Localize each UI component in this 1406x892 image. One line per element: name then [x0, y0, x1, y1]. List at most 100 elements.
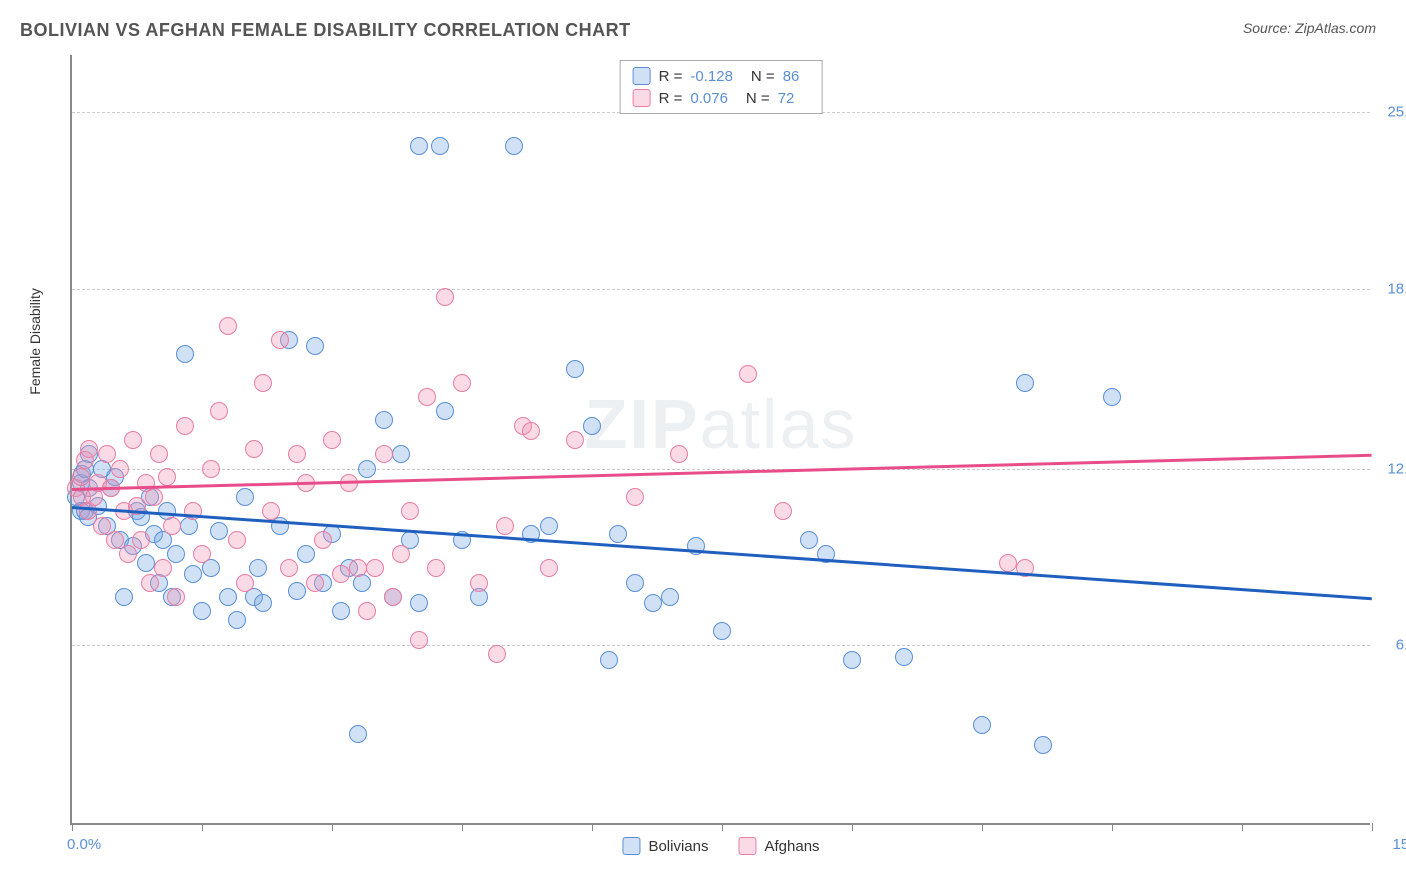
x-tick: [722, 823, 723, 831]
data-point: [522, 422, 540, 440]
r-label: R =: [659, 90, 683, 107]
data-point: [436, 402, 454, 420]
legend-label: Bolivians: [648, 838, 708, 855]
data-point: [141, 574, 159, 592]
data-point: [410, 631, 428, 649]
data-point: [1103, 388, 1121, 406]
data-point: [115, 588, 133, 606]
data-point: [254, 374, 272, 392]
data-point: [436, 288, 454, 306]
correlation-legend: R = -0.128 N = 86 R = 0.076N = 72: [620, 60, 823, 114]
x-label-min: 0.0%: [67, 836, 101, 853]
r-label: R =: [659, 68, 683, 85]
data-point: [1034, 736, 1052, 754]
x-tick: [332, 823, 333, 831]
source-label: Source: ZipAtlas.com: [1243, 20, 1376, 36]
r-value: 0.076: [690, 90, 728, 107]
data-point: [163, 517, 181, 535]
data-point: [280, 559, 298, 577]
data-point: [297, 545, 315, 563]
data-point: [566, 360, 584, 378]
chart-container: Female Disability ZIPatlas 6.3%12.5%18.8…: [50, 55, 1370, 825]
data-point: [410, 594, 428, 612]
data-point: [167, 588, 185, 606]
data-point: [254, 594, 272, 612]
x-label-max: 15.0%: [1392, 836, 1406, 853]
x-tick: [592, 823, 593, 831]
data-point: [176, 345, 194, 363]
data-point: [358, 602, 376, 620]
data-point: [145, 488, 163, 506]
y-tick-label: 6.3%: [1396, 637, 1406, 654]
data-point: [973, 716, 991, 734]
data-point: [418, 388, 436, 406]
data-point: [644, 594, 662, 612]
y-tick-label: 12.5%: [1387, 460, 1406, 477]
data-point: [392, 545, 410, 563]
data-point: [427, 559, 445, 577]
data-point: [670, 445, 688, 463]
data-point: [228, 531, 246, 549]
data-point: [245, 440, 263, 458]
data-point: [600, 651, 618, 669]
grid-line: [72, 645, 1370, 646]
x-tick: [462, 823, 463, 831]
data-point: [219, 317, 237, 335]
data-point: [184, 502, 202, 520]
legend-swatch: [622, 837, 640, 855]
y-axis-title: Female Disability: [27, 288, 43, 395]
data-point: [332, 565, 350, 583]
x-tick: [1242, 823, 1243, 831]
grid-line: [72, 289, 1370, 290]
legend-item: Afghans: [738, 837, 819, 855]
y-tick-label: 18.8%: [1387, 280, 1406, 297]
data-point: [167, 545, 185, 563]
data-point: [111, 460, 129, 478]
data-point: [566, 431, 584, 449]
data-point: [349, 559, 367, 577]
n-label: N =: [751, 68, 775, 85]
trend-line: [72, 454, 1372, 491]
data-point: [154, 559, 172, 577]
data-point: [158, 468, 176, 486]
x-tick: [1112, 823, 1113, 831]
data-point: [375, 411, 393, 429]
data-point: [80, 440, 98, 458]
legend-row: R = -0.128 N = 86: [633, 65, 810, 87]
data-point: [609, 525, 627, 543]
data-point: [72, 468, 90, 486]
plot-area: ZIPatlas 6.3%12.5%18.8%25.0%0.0%15.0%R =…: [70, 55, 1370, 825]
data-point: [236, 488, 254, 506]
trend-line: [72, 506, 1372, 600]
data-point: [384, 588, 402, 606]
data-point: [306, 337, 324, 355]
data-point: [999, 554, 1017, 572]
n-value: 72: [778, 90, 795, 107]
n-value: 86: [783, 68, 800, 85]
legend-swatch: [633, 67, 651, 85]
data-point: [366, 559, 384, 577]
legend-item: Bolivians: [622, 837, 708, 855]
r-value: -0.128: [690, 68, 733, 85]
data-point: [249, 559, 267, 577]
data-point: [739, 365, 757, 383]
data-point: [306, 574, 324, 592]
data-point: [262, 502, 280, 520]
data-point: [193, 545, 211, 563]
watermark-light: atlas: [700, 385, 858, 463]
data-point: [470, 574, 488, 592]
legend-label: Afghans: [764, 838, 819, 855]
data-point: [202, 460, 220, 478]
data-point: [431, 137, 449, 155]
data-point: [392, 445, 410, 463]
data-point: [505, 137, 523, 155]
legend-swatch: [633, 89, 651, 107]
data-point: [288, 445, 306, 463]
legend-row: R = 0.076N = 72: [633, 87, 810, 109]
data-point: [540, 517, 558, 535]
x-tick: [852, 823, 853, 831]
data-point: [349, 725, 367, 743]
data-point: [895, 648, 913, 666]
data-point: [713, 622, 731, 640]
data-point: [453, 374, 471, 392]
